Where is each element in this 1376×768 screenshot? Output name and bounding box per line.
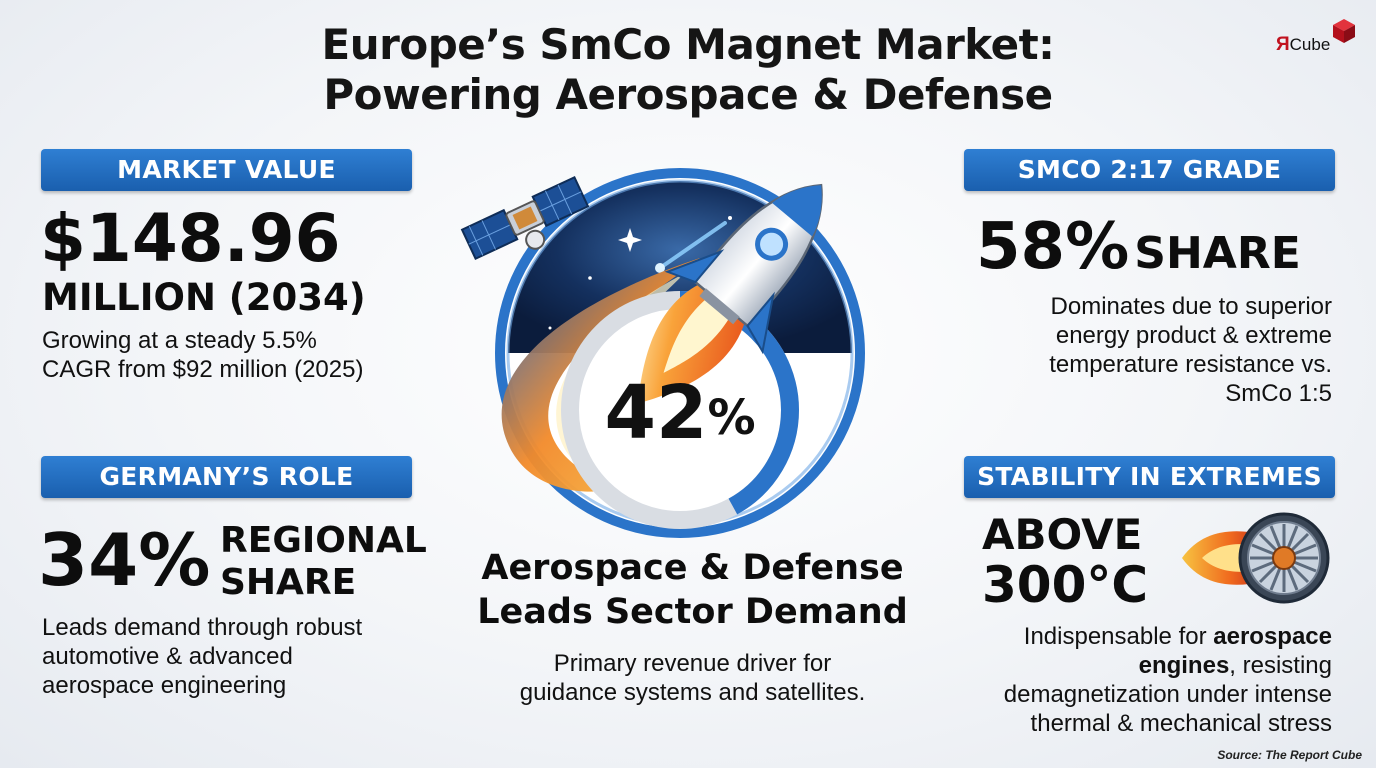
- flame-swoosh: [501, 258, 700, 492]
- stability-desc-line-4: thermal & mechanical stress: [1030, 710, 1332, 737]
- grade-description: Dominates due to superior energy product…: [940, 292, 1332, 408]
- germany-share-percent: 34%: [38, 518, 211, 602]
- stability-desc-line-3: demagnetization under intense: [1003, 681, 1332, 708]
- logo-word: Cube: [1289, 35, 1331, 54]
- stability-line-2: 300°C: [982, 556, 1149, 614]
- grade-desc-line-2: energy product & extreme: [1055, 322, 1332, 349]
- center-heading: Aerospace & Defense Leads Sector Demand: [470, 546, 915, 634]
- logo-text: ЯCube: [1276, 34, 1330, 56]
- stability-description: Indispensable for aerospace engines, res…: [920, 622, 1332, 738]
- stability-desc-bold-1: aerospace: [1213, 623, 1332, 650]
- germany-desc-line-3: aerospace engineering: [42, 672, 287, 699]
- germany-desc-line-1: Leads demand through robust: [42, 614, 363, 641]
- grade-desc-line-1: Dominates due to superior: [1050, 293, 1332, 320]
- report-cube-logo: ЯCube: [1276, 19, 1356, 62]
- germany-label-line-1: REGIONAL: [220, 520, 427, 561]
- market-value-banner: MARKET VALUE: [41, 149, 412, 191]
- stability-desc-bold-2: engines: [1138, 652, 1230, 679]
- germany-share-label: REGIONAL SHARE: [220, 520, 427, 604]
- center-desc-line-2: guidance systems and satellites.: [519, 679, 866, 706]
- market-value-description: Growing at a steady 5.5% CAGR from $92 m…: [42, 326, 432, 384]
- market-value-amount: $148.96: [40, 200, 341, 277]
- source-credit: Source: The Report Cube: [1217, 748, 1362, 762]
- center-heading-line-1: Aerospace & Defense: [481, 548, 904, 588]
- market-value-desc-line-1: Growing at a steady 5.5%: [42, 327, 317, 354]
- germany-role-banner: GERMANY’S ROLE: [41, 456, 412, 498]
- center-desc-line-1: Primary revenue driver for: [553, 650, 832, 677]
- center-graphic: 42%: [460, 168, 865, 538]
- center-percent: 42%: [604, 370, 755, 456]
- stability-temperature: ABOVE 300°C: [982, 510, 1149, 614]
- stability-desc-line-1: Indispensable for aerospace: [920, 622, 1332, 651]
- rocket-icon: [637, 183, 823, 404]
- center-percent-sign: %: [707, 390, 755, 446]
- logo-r-glyph: Я: [1276, 34, 1290, 55]
- stars: [548, 216, 772, 330]
- market-value-unit: MILLION (2034): [42, 276, 366, 319]
- stability-desc-post: , resisting: [1229, 652, 1332, 679]
- stability-banner: STABILITY IN EXTREMES: [964, 456, 1335, 498]
- grade-share: 58% SHARE: [976, 208, 1301, 293]
- jet-engine-icon: [1182, 512, 1330, 604]
- germany-label-line-2: SHARE: [220, 562, 357, 603]
- market-value-desc-line-2: CAGR from $92 million (2025): [42, 356, 364, 383]
- stability-desc-line-2: engines, resisting: [920, 651, 1332, 680]
- stability-desc-pre: Indispensable for: [1023, 623, 1214, 650]
- comet: [658, 221, 727, 270]
- cube-logo-icon: [1333, 19, 1355, 43]
- page-title: Europe’s SmCo Magnet Market: Powering Ae…: [0, 20, 1376, 120]
- center-heading-line-2: Leads Sector Demand: [477, 592, 908, 632]
- title-line-2: Powering Aerospace & Defense: [323, 70, 1053, 119]
- germany-description: Leads demand through robust automotive &…: [42, 613, 442, 700]
- title-line-1: Europe’s SmCo Magnet Market:: [321, 20, 1055, 69]
- stability-line-1: ABOVE: [982, 510, 1143, 559]
- satellite-icon: [460, 175, 590, 261]
- center-description: Primary revenue driver for guidance syst…: [470, 649, 915, 707]
- grade-share-label: SHARE: [1134, 228, 1301, 279]
- grade-share-percent: 58%: [976, 210, 1130, 284]
- grade-desc-line-3: temperature resistance vs.: [1049, 351, 1332, 378]
- germany-desc-line-2: automotive & advanced: [42, 643, 293, 670]
- grade-banner: SMCO 2:17 GRADE: [964, 149, 1335, 191]
- grade-desc-line-4: SmCo 1:5: [1225, 380, 1332, 407]
- center-percent-value: 42: [604, 370, 707, 456]
